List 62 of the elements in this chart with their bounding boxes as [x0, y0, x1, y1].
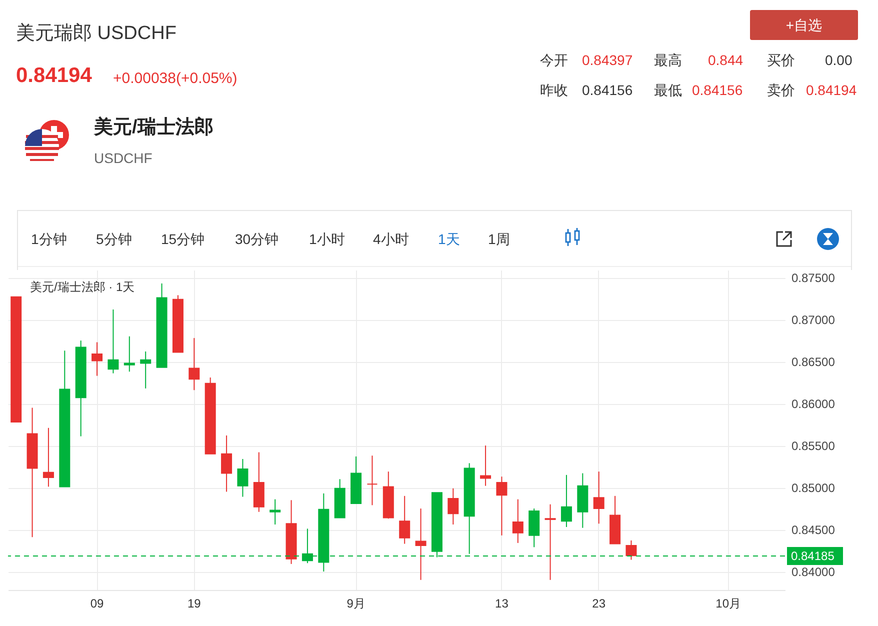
y-tick-label: 0.84500 [792, 523, 836, 538]
y-tick-label: 0.87000 [792, 313, 836, 328]
x-tick-label: 9月 [346, 596, 366, 610]
text: 昨收 [540, 82, 568, 100]
y-tick-label: 0.85500 [792, 439, 836, 454]
text: 5分钟 [96, 231, 132, 249]
candlestick [42, 427, 54, 488]
text: +自选 [750, 10, 858, 40]
candlestick [496, 476, 508, 536]
candlestick [593, 471, 604, 524]
candlestick [544, 504, 556, 580]
candlestick [366, 455, 378, 506]
text: 0.844 [708, 52, 744, 68]
candlestick [237, 458, 248, 498]
x-tick-label: 23 [592, 596, 606, 610]
text: 0.00 [825, 52, 852, 68]
text: 0.84156 [692, 82, 743, 98]
text: 美元/瑞士法郎 · 1天 [30, 279, 135, 296]
text: 0.84156 [582, 82, 633, 98]
text: +0.00038(+0.05%) [113, 70, 238, 87]
candlestick [221, 434, 232, 492]
y-tick-label: 0.87500 [792, 271, 836, 286]
text: 今开 [540, 52, 568, 70]
x-tick-label: 19 [187, 596, 202, 610]
y-tick-label: 0.86500 [792, 355, 836, 370]
text: 0.84194 [16, 64, 92, 88]
text: 美元/瑞士法郎 [94, 115, 214, 140]
text: 卖价 [767, 82, 795, 100]
text: USDCHF [94, 150, 152, 166]
text: 30分钟 [235, 231, 279, 249]
candlestick [140, 350, 152, 389]
text: 1小时 [309, 231, 345, 249]
x-tick-label: 13 [495, 596, 509, 610]
candlestick [448, 488, 459, 525]
candlestick [626, 540, 637, 560]
text: 4小时 [373, 231, 409, 249]
candlestick [92, 342, 103, 376]
candlestick [415, 508, 426, 580]
text: 最低 [654, 82, 682, 100]
text: 0.84194 [806, 82, 857, 98]
text: 买价 [767, 52, 795, 70]
x-tick-label: 10月 [716, 596, 742, 610]
text: 1天 [438, 231, 460, 249]
text: 15分钟 [161, 231, 205, 249]
text: 最高 [654, 52, 682, 70]
candlestick [480, 445, 492, 486]
candlestick [124, 336, 135, 372]
candlestick [108, 308, 119, 374]
x-tick-label: 09 [90, 596, 104, 610]
text: 1分钟 [31, 231, 67, 249]
candlestick [270, 498, 281, 525]
y-tick-label: 0.86000 [792, 397, 836, 412]
candlestick [188, 338, 200, 391]
text: 1周 [488, 231, 510, 249]
text: 0.84397 [582, 52, 633, 68]
chart-title: 美元瑞郎 USDCHF [16, 22, 176, 46]
y-tick-label: 0.84000 [792, 565, 836, 580]
candlestick [399, 495, 410, 544]
candlestick [560, 474, 572, 528]
y-tick-label: 0.85000 [792, 481, 836, 496]
ref-line-label: 0.84185 [791, 548, 835, 563]
candlestick [512, 498, 524, 544]
